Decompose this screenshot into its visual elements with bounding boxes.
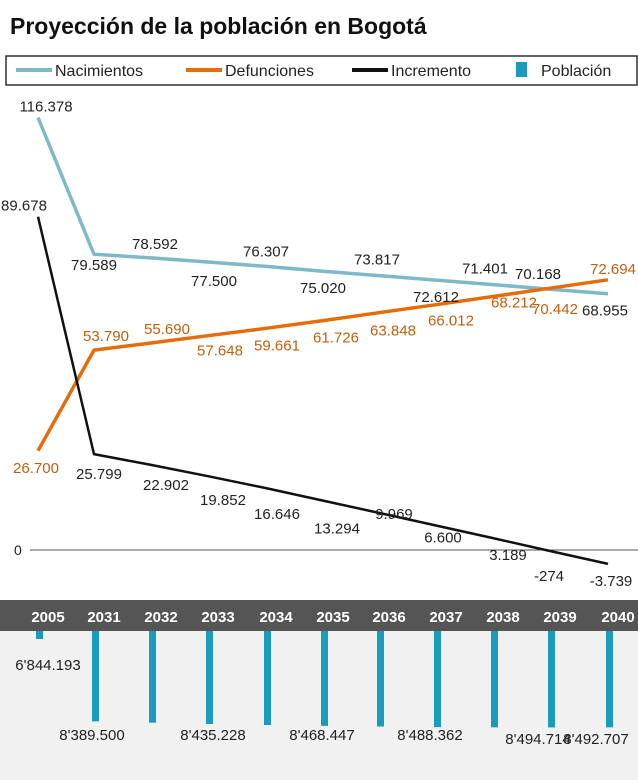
data-label-defunciones: 61.726 (313, 330, 359, 347)
series-lines (36, 116, 609, 566)
population-bar (434, 631, 441, 728)
population-label: 8'435.228 (180, 727, 245, 744)
population-bar (606, 631, 613, 728)
data-label-defunciones: 63.848 (370, 323, 416, 340)
population-panel (0, 631, 638, 780)
x-tick-labels: 2005 2031 2032 2033 2034 2035 2036 2037 2038 2039… (31, 609, 634, 626)
data-label-defunciones: 66.012 (428, 313, 474, 330)
population-bar (92, 631, 99, 722)
data-label-defunciones: 68.212 (491, 295, 537, 312)
data-label-incremento: 19.852 (200, 492, 246, 509)
legend: Nacimientos Defunciones Incremento Població… (5, 55, 638, 86)
population-bar (264, 631, 271, 725)
data-label-incremento: 22.902 (143, 477, 189, 494)
population-bars: 6'844.193 8'389.500 8'435.228 8'468.447 8'48… (15, 631, 629, 748)
data-label-incremento: 9.969 (375, 506, 413, 523)
legend-swatch-poblacion (516, 62, 527, 77)
data-label-defunciones: 70.442 (532, 301, 578, 318)
series-line-nacimientos (36, 116, 609, 296)
legend-box (5, 55, 638, 86)
x-tick-label: 2039 (543, 609, 576, 626)
x-tick-label: 2031 (87, 609, 120, 626)
data-label-nacimientos: 73.817 (354, 252, 400, 269)
data-label-incremento: 6.600 (424, 530, 462, 547)
series-line-defunciones (36, 278, 609, 452)
population-bar (321, 631, 328, 726)
x-tick-label: 2035 (316, 609, 349, 626)
data-label-nacimientos: 68.955 (582, 303, 628, 320)
x-tick-label: 2036 (372, 609, 405, 626)
legend-label-incremento: Incremento (391, 63, 471, 80)
series-line-incremento (36, 216, 609, 566)
data-label-nacimientos: 79.589 (71, 257, 117, 274)
data-label-nacimientos: 77.500 (191, 273, 237, 290)
data-label-incremento: -3.739 (590, 573, 633, 590)
x-tick-label: 2032 (144, 609, 177, 626)
population-bar (149, 631, 156, 723)
x-tick-label: 2038 (486, 609, 519, 626)
legend-label-poblacion: Población (541, 63, 611, 80)
data-label-defunciones: 59.661 (254, 337, 300, 354)
data-label-incremento: 3.189 (489, 547, 527, 564)
data-labels: 116.378 79.589 78.592 77.500 76.307 75.020 73.… (1, 99, 636, 590)
data-label-incremento: 89.678 (1, 198, 47, 215)
data-label-incremento: 13.294 (314, 521, 360, 538)
data-label-nacimientos: 78.592 (132, 236, 178, 253)
x-axis-band (0, 600, 638, 631)
population-label: 8'488.362 (397, 727, 462, 744)
population-bar (206, 631, 213, 724)
data-label-defunciones: 55.690 (144, 321, 190, 338)
data-label-nacimientos: 76.307 (243, 243, 289, 260)
data-label-nacimientos: 70.168 (515, 266, 561, 283)
x-tick-label: 2033 (201, 609, 234, 626)
data-label-defunciones: 26.700 (13, 460, 59, 477)
data-label-defunciones: 57.648 (197, 343, 243, 360)
population-bar (36, 631, 43, 639)
legend-label-nacimientos: Nacimientos (55, 63, 143, 80)
zero-tick-label: 0 (14, 542, 22, 558)
population-bar (548, 631, 555, 728)
data-label-defunciones: 53.790 (83, 328, 129, 345)
data-label-incremento: 25.799 (76, 466, 122, 483)
data-label-nacimientos: 116.378 (19, 99, 72, 116)
data-label-incremento: 16.646 (254, 506, 300, 523)
population-bar (491, 631, 498, 728)
x-tick-label: 2034 (259, 609, 293, 626)
data-label-nacimientos: 72.612 (413, 289, 459, 306)
data-label-nacimientos: 71.401 (462, 261, 508, 278)
population-label: 8'494.714 (505, 731, 570, 748)
x-tick-label: 2005 (31, 609, 64, 626)
x-tick-label: 2037 (429, 609, 462, 626)
data-label-defunciones: 72.694 (590, 261, 636, 278)
population-bar (377, 631, 384, 727)
population-label: 6'844.193 (15, 657, 80, 674)
data-label-incremento: -274 (534, 568, 564, 585)
x-tick-label: 2040 (601, 609, 634, 626)
legend-label-defunciones: Defunciones (225, 63, 314, 80)
data-label-nacimientos: 75.020 (300, 280, 346, 297)
population-label: 8'492.707 (563, 731, 628, 748)
population-label: 8'389.500 (59, 727, 124, 744)
chart-title: Proyección de la población en Bogotá (10, 13, 427, 39)
population-label: 8'468.447 (289, 727, 354, 744)
